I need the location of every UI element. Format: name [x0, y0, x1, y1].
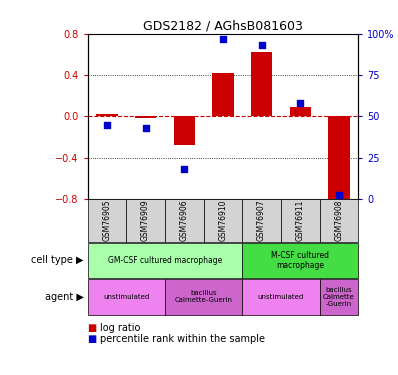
- Text: M-CSF cultured
macrophage: M-CSF cultured macrophage: [271, 251, 329, 270]
- Text: bacillus
Calmette-Guerin: bacillus Calmette-Guerin: [175, 290, 232, 303]
- Text: percentile rank within the sample: percentile rank within the sample: [100, 334, 265, 344]
- Point: [142, 125, 149, 131]
- Text: GSM76908: GSM76908: [334, 200, 343, 241]
- Text: GM-CSF cultured macrophage: GM-CSF cultured macrophage: [108, 256, 222, 265]
- Point: [181, 166, 187, 172]
- Text: GSM76906: GSM76906: [180, 200, 189, 241]
- Text: cell type ▶: cell type ▶: [31, 255, 84, 266]
- Text: bacillus
Calmette
-Guerin: bacillus Calmette -Guerin: [323, 287, 355, 307]
- Bar: [96, 114, 117, 116]
- Text: ■: ■: [88, 323, 97, 333]
- Bar: [290, 107, 311, 116]
- Bar: [328, 116, 349, 201]
- Bar: [135, 116, 156, 118]
- Text: GSM76907: GSM76907: [257, 200, 266, 241]
- Point: [104, 122, 110, 128]
- Text: GSM76910: GSM76910: [219, 200, 227, 241]
- Text: log ratio: log ratio: [100, 323, 140, 333]
- Point: [336, 192, 342, 198]
- Text: GSM76909: GSM76909: [141, 200, 150, 241]
- Text: unstimulated: unstimulated: [258, 294, 304, 300]
- Bar: [174, 116, 195, 145]
- Point: [220, 36, 226, 42]
- Text: GSM76911: GSM76911: [296, 200, 305, 241]
- Text: ■: ■: [88, 334, 97, 344]
- Bar: [251, 53, 272, 116]
- Bar: [212, 73, 234, 116]
- Point: [258, 42, 265, 48]
- Text: GSM76905: GSM76905: [102, 200, 111, 241]
- Text: agent ▶: agent ▶: [45, 292, 84, 302]
- Title: GDS2182 / AGhsB081603: GDS2182 / AGhsB081603: [143, 20, 303, 33]
- Point: [297, 100, 303, 106]
- Text: unstimulated: unstimulated: [103, 294, 149, 300]
